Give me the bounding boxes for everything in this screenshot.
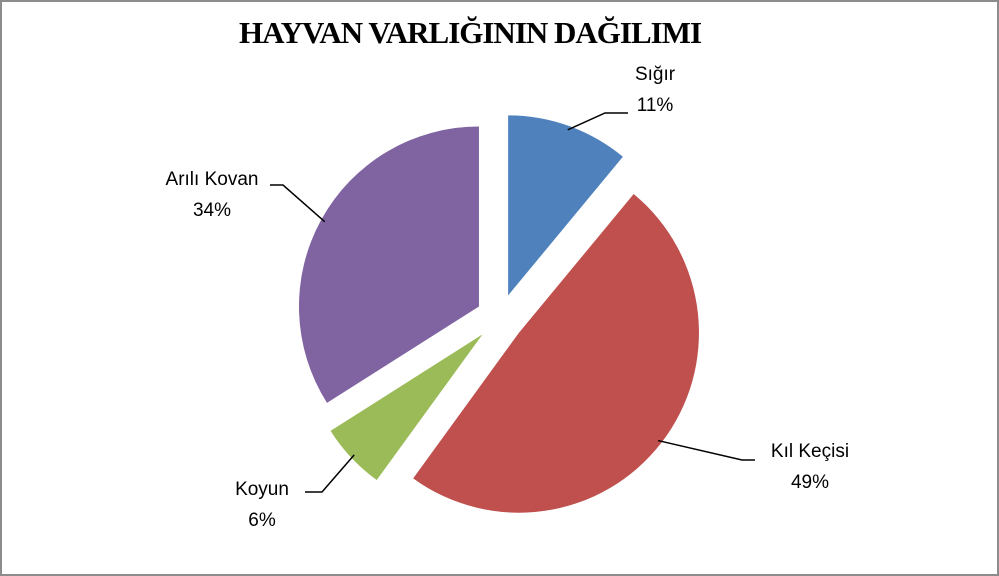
- pie-slice: [508, 115, 623, 296]
- slice-value-label: 6%: [248, 510, 276, 531]
- pie-slice: [298, 126, 479, 403]
- leader-line: [657, 439, 755, 461]
- slice-label: Kıl Keçisi: [771, 441, 849, 462]
- slice-label: Koyun: [235, 479, 289, 500]
- slice-label: Sığır: [635, 64, 676, 85]
- slice-label: Arılı Kovan: [166, 169, 259, 190]
- slice-value-label: 49%: [791, 472, 829, 493]
- leader-line: [567, 112, 628, 131]
- slice-value-label: 34%: [193, 200, 231, 221]
- pie-slice: [413, 194, 699, 513]
- leader-line: [305, 454, 355, 493]
- slice-value-label: 11%: [637, 95, 674, 116]
- leader-line: [270, 184, 326, 223]
- chart-title: HAYVAN VARLIĞININ DAĞILIMI: [239, 15, 702, 50]
- pie-slice: [330, 334, 483, 481]
